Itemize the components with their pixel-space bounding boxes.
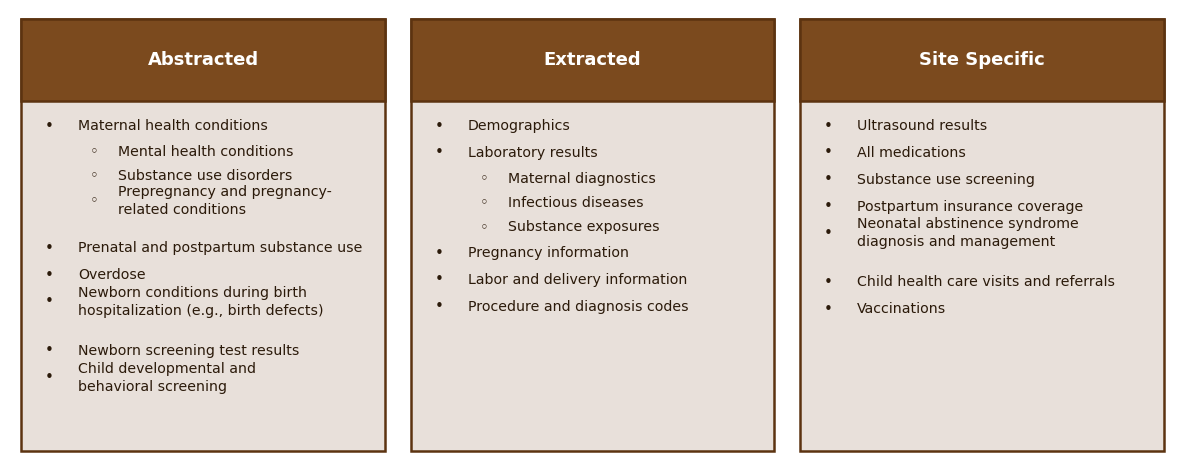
Text: ◦: ◦	[90, 144, 98, 159]
Text: Maternal diagnostics: Maternal diagnostics	[508, 172, 655, 186]
Text: •: •	[435, 299, 443, 314]
Text: •: •	[824, 119, 833, 133]
Text: Prepregnancy and pregnancy-
related conditions: Prepregnancy and pregnancy- related cond…	[118, 185, 332, 217]
Text: Demographics: Demographics	[468, 119, 570, 133]
Bar	[800, 19, 1164, 101]
Text: •: •	[45, 295, 53, 309]
Text: •: •	[824, 146, 833, 160]
Text: •: •	[45, 268, 53, 282]
Text: ◦: ◦	[480, 171, 488, 186]
Text: ◦: ◦	[480, 196, 488, 211]
Text: Extracted: Extracted	[544, 51, 641, 69]
Text: ◦: ◦	[90, 169, 98, 184]
Text: Vaccinations: Vaccinations	[857, 302, 947, 316]
Text: •: •	[45, 370, 53, 385]
Text: Maternal health conditions: Maternal health conditions	[78, 119, 268, 133]
Text: Child health care visits and referrals: Child health care visits and referrals	[857, 275, 1115, 289]
Text: All medications: All medications	[857, 146, 966, 160]
Text: Procedure and diagnosis codes: Procedure and diagnosis codes	[468, 300, 688, 313]
Text: •: •	[45, 119, 53, 133]
Bar	[411, 19, 774, 451]
Text: •: •	[824, 226, 833, 241]
Text: Child developmental and
behavioral screening: Child developmental and behavioral scree…	[78, 362, 256, 393]
Text: •: •	[435, 273, 443, 287]
Text: Prenatal and postpartum substance use: Prenatal and postpartum substance use	[78, 242, 363, 255]
Text: Pregnancy information: Pregnancy information	[468, 246, 629, 260]
Text: Substance use screening: Substance use screening	[857, 173, 1035, 187]
Text: •: •	[45, 241, 53, 256]
Text: Substance use disorders: Substance use disorders	[118, 169, 293, 183]
Text: Newborn screening test results: Newborn screening test results	[78, 344, 300, 358]
Bar	[800, 19, 1164, 451]
Text: Ultrasound results: Ultrasound results	[857, 119, 987, 133]
Text: Mental health conditions: Mental health conditions	[118, 145, 294, 159]
Text: Neonatal abstinence syndrome
diagnosis and management: Neonatal abstinence syndrome diagnosis a…	[857, 218, 1078, 249]
Text: Site Specific: Site Specific	[920, 51, 1045, 69]
Text: •: •	[824, 199, 833, 214]
Text: Postpartum insurance coverage: Postpartum insurance coverage	[857, 200, 1083, 213]
Text: Labor and delivery information: Labor and delivery information	[468, 273, 687, 287]
Text: Substance exposures: Substance exposures	[508, 220, 660, 235]
Text: •: •	[435, 119, 443, 133]
Text: •: •	[435, 246, 443, 260]
Text: Laboratory results: Laboratory results	[468, 146, 597, 160]
Bar	[411, 19, 774, 101]
Text: Infectious diseases: Infectious diseases	[508, 196, 643, 210]
Bar	[21, 19, 385, 101]
Text: Abstracted: Abstracted	[147, 51, 258, 69]
Text: ◦: ◦	[90, 193, 98, 208]
Text: •: •	[824, 302, 833, 316]
Text: •: •	[824, 275, 833, 290]
Text: Newborn conditions during birth
hospitalization (e.g., birth defects): Newborn conditions during birth hospital…	[78, 286, 324, 318]
Text: •: •	[824, 172, 833, 187]
Text: •: •	[435, 146, 443, 160]
Text: Overdose: Overdose	[78, 268, 146, 282]
Text: ◦: ◦	[480, 220, 488, 235]
Text: •: •	[45, 344, 53, 358]
Bar	[21, 19, 385, 451]
